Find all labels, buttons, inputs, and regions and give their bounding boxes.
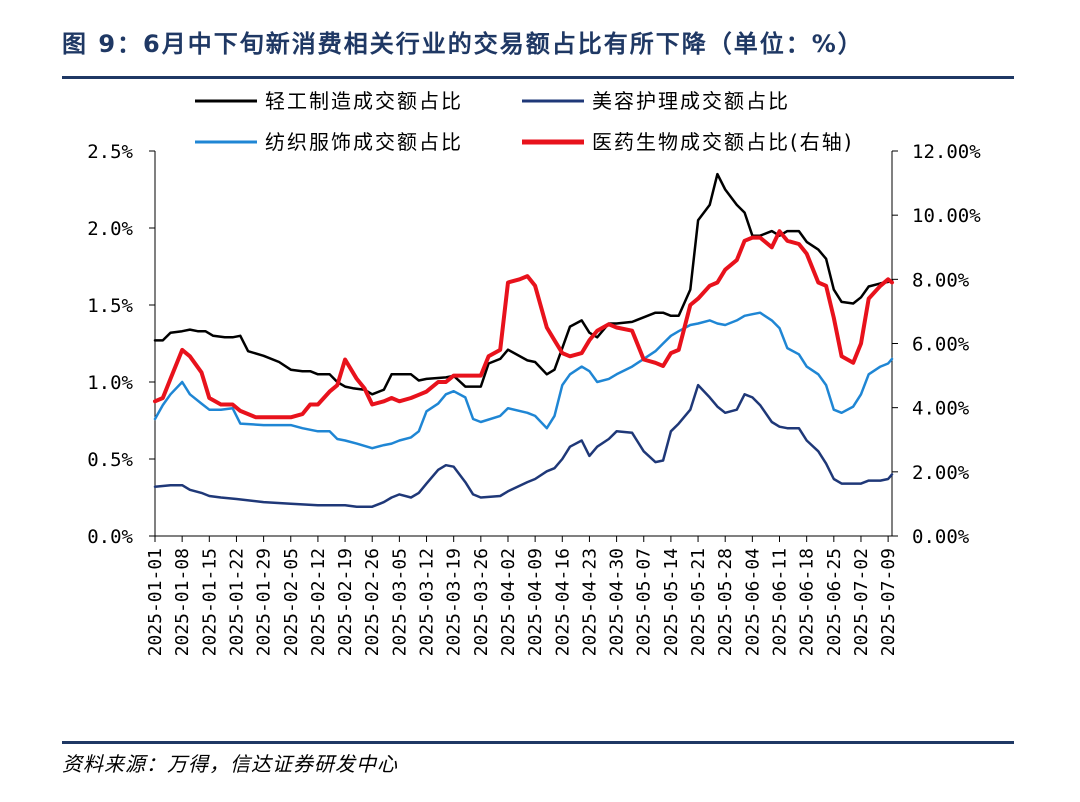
right-tick-label: 8.00%: [912, 269, 970, 291]
source-divider: [62, 741, 1014, 744]
series-line-4: [153, 229, 894, 420]
x-tick-label: 2025-02-12: [308, 548, 329, 656]
series-line-2: [153, 383, 894, 508]
legend-label-3: 纺织服饰成交额占比: [265, 130, 463, 154]
x-tick-label: 2025-02-26: [362, 548, 383, 656]
left-tick-label: 2.5%: [87, 141, 133, 163]
x-tick-label: 2025-06-11: [770, 548, 791, 656]
left-tick-label: 1.0%: [87, 372, 133, 394]
legend-label-2: 美容护理成交额占比: [592, 89, 790, 113]
source-note: 资料来源：万得，信达证券研发中心: [62, 752, 398, 776]
x-tick-label: 2025-05-21: [688, 548, 709, 656]
x-tick-label: 2025-04-02: [498, 548, 519, 656]
legend-label-1: 轻工制造成交额占比: [265, 89, 463, 113]
right-tick-label: 2.00%: [912, 462, 970, 484]
series-layer: [153, 172, 894, 508]
left-tick-label: 0.5%: [87, 449, 133, 471]
left-tick-label: 2.0%: [87, 218, 133, 240]
figure-title: 图 9：6月中下旬新消费相关行业的交易额占比有所下降（单位：%）: [62, 30, 864, 58]
right-tick-label: 6.00%: [912, 334, 970, 356]
x-tick-label: 2025-03-12: [417, 548, 438, 656]
legend-label-4: 医药生物成交额占比(右轴): [592, 130, 854, 154]
x-tick-label: 2025-06-18: [797, 548, 818, 656]
x-tick-label: 2025-07-09: [878, 548, 899, 656]
x-tick-label: 2025-03-26: [471, 548, 492, 656]
x-tick-label: 2025-03-05: [389, 548, 410, 656]
x-tick-label: 2025-02-05: [281, 548, 302, 656]
right-tick-label: 10.00%: [912, 205, 981, 227]
x-tick-label: 2025-01-15: [199, 548, 220, 656]
x-tick-label: 2025-06-25: [824, 548, 845, 656]
right-tick-label: 12.00%: [912, 141, 981, 163]
x-tick-label: 2025-06-04: [742, 548, 763, 656]
series-line-3: [153, 311, 894, 450]
x-tick-label: 2025-01-01: [145, 548, 166, 656]
x-tick-label: 2025-01-29: [254, 548, 275, 656]
x-tick-label: 2025-04-23: [579, 548, 600, 656]
x-tick-label: 2025-02-19: [335, 548, 356, 656]
title-divider: [62, 76, 1014, 79]
x-tick-label: 2025-04-09: [525, 548, 546, 656]
axes: 0.0% 0.5% 1.0% 1.5% 2.0% 2.5% 0.00% 2.00% 4.00% 6…: [87, 141, 981, 656]
x-tick-label: 2025-03-19: [444, 548, 465, 656]
x-tick-label: 2025-05-07: [634, 548, 655, 656]
x-tick-label: 2025-04-16: [552, 548, 573, 656]
x-tick-label: 2025-01-08: [172, 548, 193, 656]
x-tick-label: 2025-04-30: [607, 548, 628, 656]
x-tick-label: 2025-07-02: [851, 548, 872, 656]
left-tick-label: 1.5%: [87, 295, 133, 317]
right-tick-label: 4.00%: [912, 398, 970, 420]
x-tick-label: 2025-05-14: [661, 548, 682, 656]
x-tick-label: 2025-05-28: [715, 548, 736, 656]
series-line-1: [153, 172, 894, 396]
x-tick-label: 2025-01-22: [227, 548, 248, 656]
left-tick-label: 0.0%: [87, 526, 133, 548]
right-tick-label: 0.00%: [912, 526, 970, 548]
